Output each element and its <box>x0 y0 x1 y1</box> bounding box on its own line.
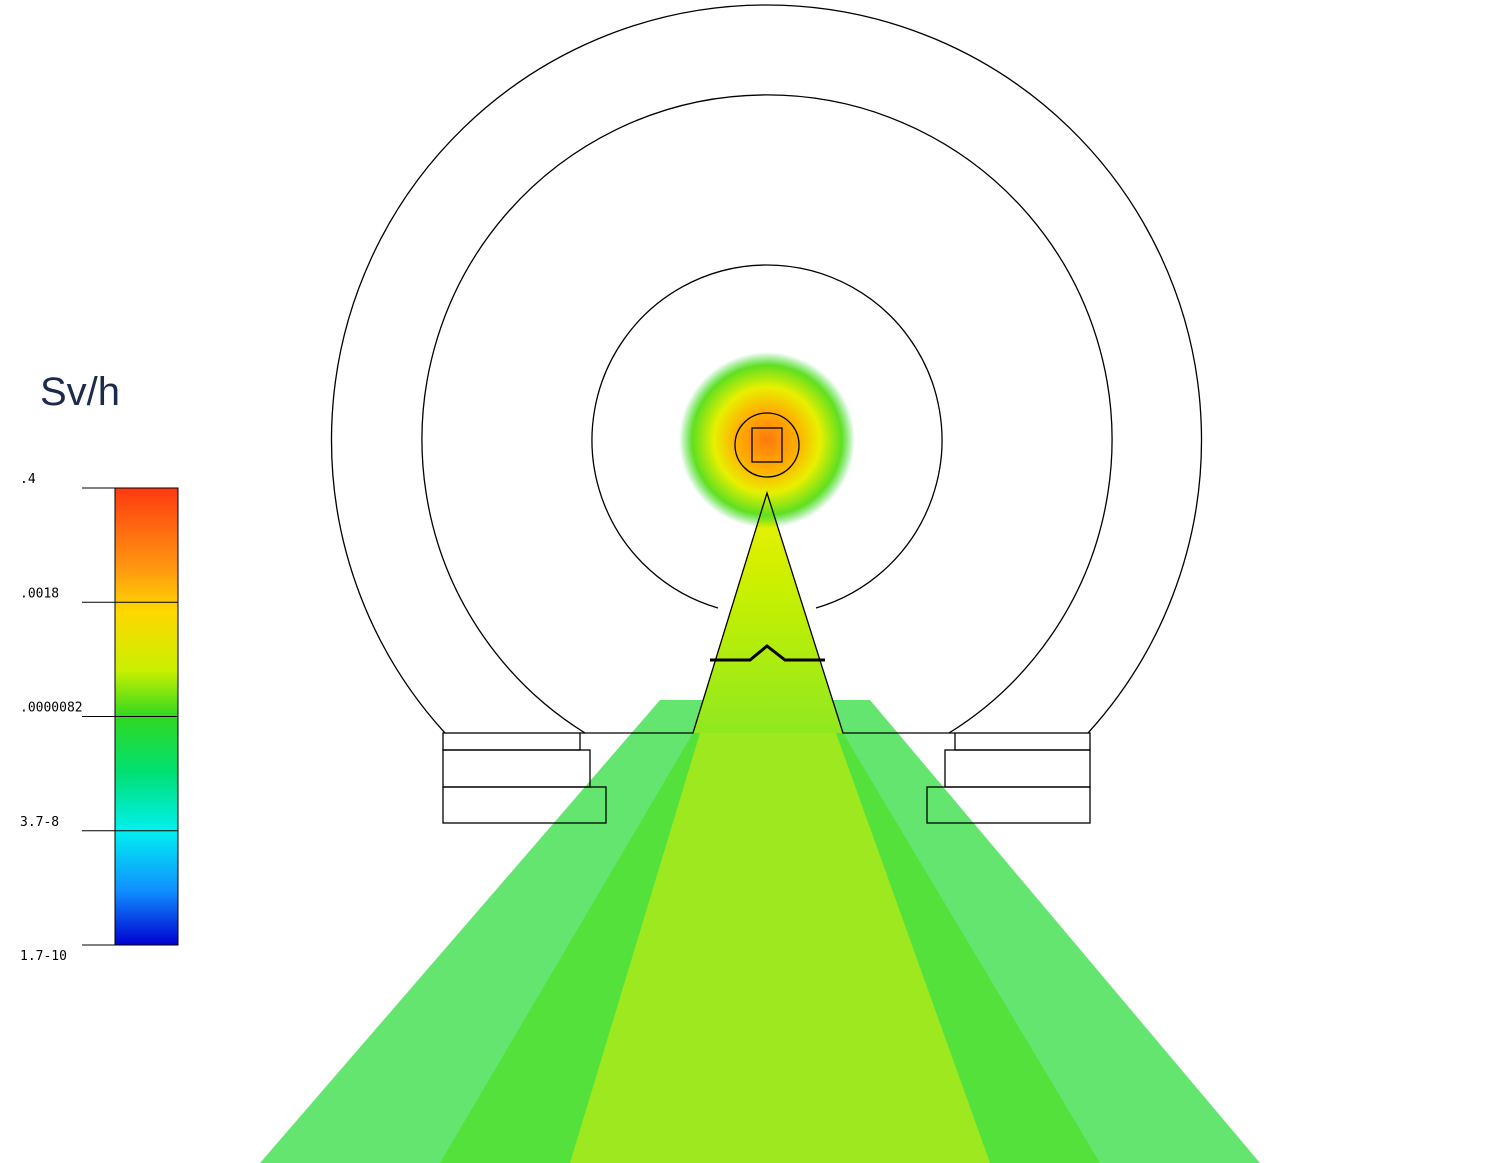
colorbar-label: .0018 <box>20 586 59 601</box>
dose-field <box>260 352 1260 1163</box>
colorbar-label: 3.7-8 <box>20 815 59 830</box>
colorbar-label: .0000082 <box>20 701 83 716</box>
colorbar-label: .4 <box>20 472 36 487</box>
geometry <box>330 4 1203 824</box>
colorbar-label: 1.7-10 <box>20 949 67 964</box>
unit-label: Sv/h <box>40 370 120 414</box>
